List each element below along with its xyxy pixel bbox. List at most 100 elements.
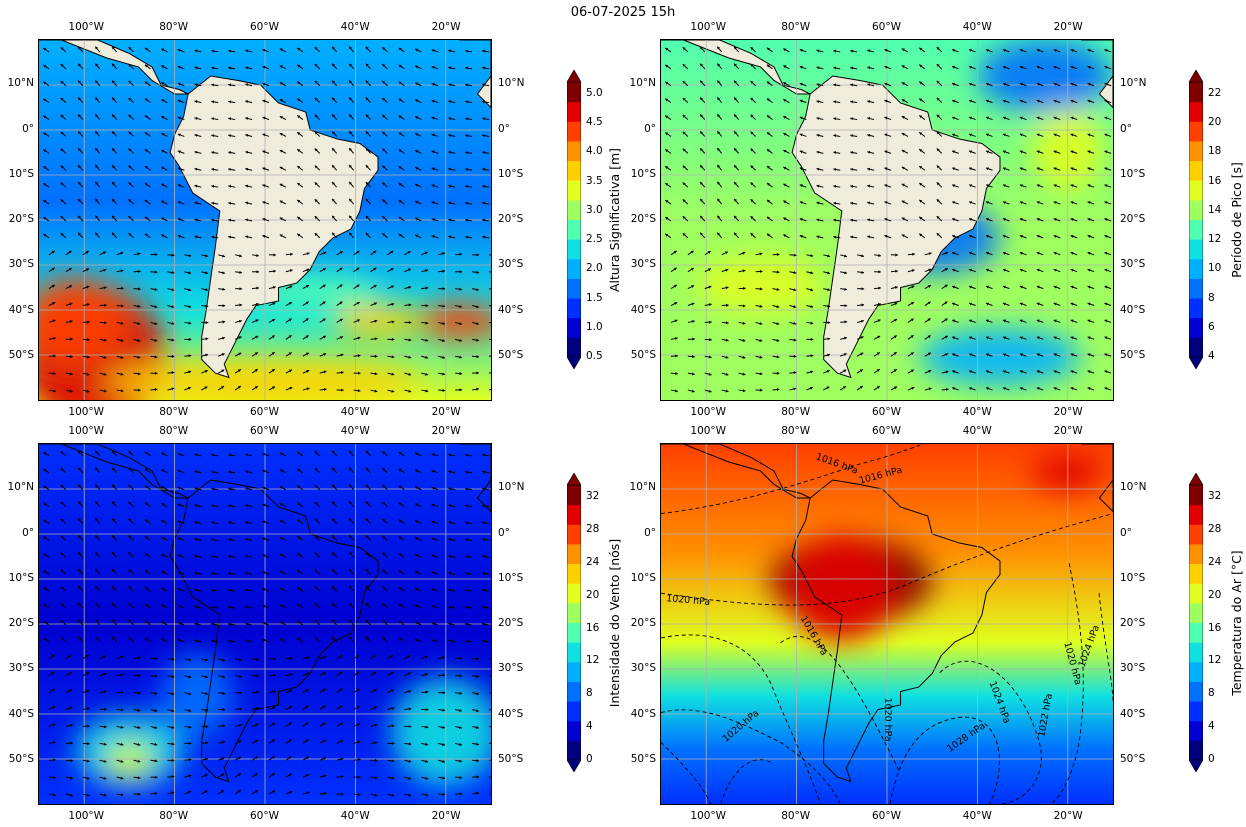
arrow-head	[382, 165, 386, 169]
arrow-head	[349, 501, 352, 505]
arrow-head	[936, 131, 940, 135]
arrow-head	[228, 151, 232, 155]
arrow-head	[867, 218, 871, 222]
arrow-head	[177, 452, 181, 456]
arrow-head	[171, 354, 175, 358]
arrow-head	[194, 66, 198, 70]
arrow-head	[810, 288, 814, 292]
arrow-head	[112, 148, 115, 152]
arrow-head	[154, 775, 158, 779]
arrow-head	[448, 218, 452, 222]
arrow-head	[245, 117, 249, 120]
arrow-head	[194, 49, 198, 53]
arrow-head	[1070, 133, 1074, 137]
arrow-head	[901, 166, 905, 170]
arrow-head	[289, 386, 293, 390]
arrow-head	[144, 132, 148, 136]
arrow-head	[279, 149, 283, 153]
arrow-head	[1104, 65, 1108, 69]
arrow-head	[1087, 370, 1091, 374]
arrow-head	[833, 151, 837, 155]
arrow-head	[279, 234, 283, 238]
arrow-head	[70, 337, 73, 341]
arrow-head	[205, 757, 209, 761]
isobar	[780, 636, 901, 773]
arrow-head	[783, 99, 787, 102]
arrow-head	[776, 305, 780, 309]
arrow-head	[783, 116, 787, 119]
arrow-head	[290, 252, 293, 256]
arrow-head	[431, 167, 435, 171]
arrow-head	[415, 200, 419, 204]
arrow-head	[833, 184, 837, 188]
arrow-head	[465, 504, 469, 508]
arrow-head	[1002, 285, 1006, 289]
arrow-head	[306, 268, 310, 272]
arrow-head	[382, 501, 386, 505]
arrow-head	[415, 486, 419, 490]
arrow-head	[783, 166, 787, 170]
arrow-head	[69, 706, 73, 710]
isobar	[661, 709, 841, 804]
arrow-head	[725, 389, 729, 393]
arrow-head	[1104, 234, 1108, 238]
arrow-head	[945, 387, 949, 392]
lat-tick-left: 10°N	[629, 77, 656, 90]
arrow-head	[1104, 353, 1108, 357]
colorbar-step	[567, 258, 581, 279]
arrow-head	[391, 776, 395, 780]
arrow-head	[448, 117, 452, 121]
arrow-head	[482, 521, 485, 525]
arrow-head	[297, 519, 301, 523]
arrow-head	[137, 656, 141, 660]
arrow-head	[273, 253, 276, 257]
central-america-coast	[39, 444, 189, 499]
arrow-head	[188, 288, 192, 292]
arrow-head	[985, 184, 989, 188]
arrow-head	[726, 303, 729, 307]
arrow-head	[128, 468, 132, 471]
arrow	[488, 776, 491, 778]
arrow-head	[793, 270, 797, 275]
arrow-head	[876, 386, 880, 389]
arrow-head	[103, 742, 107, 746]
arrow-head	[177, 99, 181, 103]
arrow-head	[305, 722, 309, 726]
arrow-head	[144, 502, 148, 506]
arrow-head	[78, 636, 81, 640]
arrow-head	[408, 793, 412, 797]
arrow-head	[465, 201, 469, 205]
colorbar-tick: 6	[1208, 320, 1215, 333]
arrow-head	[985, 65, 989, 69]
arrow-head	[734, 148, 737, 152]
arrow-head	[60, 165, 64, 169]
arrow-head	[161, 638, 165, 642]
arrow-head	[750, 47, 754, 50]
arrow-head	[465, 639, 469, 643]
arrow-head	[256, 657, 259, 661]
arrow-head	[306, 656, 310, 660]
arrow-head	[708, 389, 712, 393]
arrow-head	[238, 352, 242, 356]
arrow-head	[1087, 184, 1091, 188]
arrow-head	[154, 726, 158, 730]
arrow-head	[969, 336, 972, 340]
arrow-head	[238, 756, 242, 760]
arrow-head	[349, 181, 352, 185]
arrow-head	[867, 150, 871, 154]
arrow-head	[86, 355, 90, 359]
colorbar-step	[567, 82, 581, 103]
colorbar-step	[567, 101, 581, 122]
arrow-head	[222, 320, 226, 324]
arrow-head	[349, 114, 352, 118]
arrow-head	[43, 166, 47, 170]
arrow-head	[725, 372, 729, 376]
arrow-head	[408, 389, 412, 393]
arrow-head	[194, 571, 198, 575]
map-canvas	[39, 444, 491, 804]
arrow-head	[682, 81, 686, 84]
arrow-head	[374, 319, 378, 323]
arrow-head	[1104, 116, 1108, 120]
arrow-head	[945, 251, 949, 255]
arrow-head	[969, 319, 972, 323]
